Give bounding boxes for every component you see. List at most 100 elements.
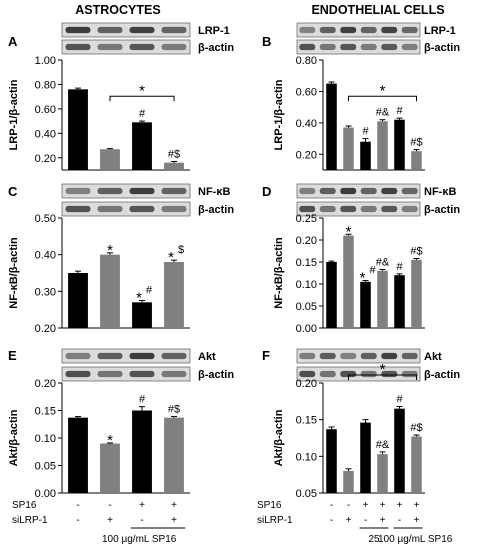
blot-band bbox=[129, 187, 155, 195]
bar bbox=[326, 262, 337, 328]
condition-sign: + bbox=[414, 500, 420, 511]
blot-band bbox=[97, 370, 123, 378]
condition-sign: + bbox=[397, 500, 403, 511]
blot-strip-1 bbox=[296, 201, 421, 217]
significance-mark: #& bbox=[376, 107, 390, 119]
y-axis-label: Akt/β-actin bbox=[273, 409, 285, 466]
significance-mark: #$ bbox=[410, 137, 422, 149]
blot-label: β-actin bbox=[424, 204, 460, 216]
panel-B: B LRP-1 β-actin 0.20 0.40 0.60 0.80 LRP-1/β-act… bbox=[262, 22, 460, 171]
blot-strip-1 bbox=[61, 39, 191, 55]
condition-sign: + bbox=[107, 515, 113, 526]
blot-band bbox=[65, 43, 91, 51]
blot-strip-0 bbox=[61, 22, 191, 38]
panel-label: B bbox=[262, 34, 271, 49]
condition-sign: + bbox=[346, 515, 352, 526]
y-tick-label: 0.10 bbox=[296, 279, 317, 291]
panel-label: C bbox=[8, 184, 18, 199]
panel-A: A LRP-1 β-actin 0.20 0.40 0.60 0.80 1.00 LRP-1/β… bbox=[8, 22, 234, 171]
blot-band bbox=[161, 370, 187, 378]
blot-band bbox=[340, 26, 357, 34]
blot-band bbox=[381, 205, 398, 213]
blot-band bbox=[401, 370, 418, 378]
significance-star: * bbox=[346, 223, 352, 240]
bar bbox=[343, 127, 354, 170]
blot-band bbox=[340, 205, 357, 213]
condition-sign: - bbox=[76, 500, 79, 511]
blot-label: LRP-1 bbox=[198, 25, 230, 37]
blot-band bbox=[161, 187, 187, 195]
blot-band bbox=[299, 205, 316, 213]
blot-label: β-actin bbox=[198, 204, 234, 216]
significance-mark: #$ bbox=[168, 148, 180, 160]
bar bbox=[326, 83, 337, 170]
y-tick-label: 0.05 bbox=[35, 461, 56, 473]
panel-D: D NF-κB β-actin 0.00 0.05 0.10 0.15 0.20 0.25 NF-… bbox=[262, 183, 460, 335]
blot-strip-1 bbox=[296, 366, 421, 382]
y-axis-label: Akt/β-actin bbox=[8, 409, 20, 466]
bar bbox=[411, 151, 422, 170]
significance-star: * bbox=[107, 242, 113, 259]
bar bbox=[68, 273, 88, 328]
blot-label: Akt bbox=[198, 351, 216, 363]
blot-band bbox=[401, 26, 418, 34]
bar bbox=[100, 149, 120, 170]
significance-star: * bbox=[360, 269, 366, 286]
blot-band bbox=[360, 205, 377, 213]
condition-row-label: siLRP-1 bbox=[12, 515, 48, 526]
bar bbox=[164, 417, 184, 493]
blot-label: β-actin bbox=[424, 369, 460, 381]
y-tick-label: 0.60 bbox=[35, 104, 56, 116]
y-tick-label: 0.80 bbox=[296, 55, 317, 67]
y-axis-label: LRP-1/β-actin bbox=[273, 79, 285, 150]
blot-band bbox=[381, 370, 398, 378]
significance-mark: #& bbox=[376, 256, 390, 268]
significance-bracket bbox=[348, 374, 417, 380]
blot-band bbox=[340, 187, 357, 195]
significance-mark: # bbox=[396, 105, 403, 117]
y-tick-label: 0.25 bbox=[296, 213, 317, 225]
y-tick-label: 0.40 bbox=[35, 128, 56, 140]
blot-band bbox=[161, 26, 187, 34]
dose-label: 100 µg/mL SP16 bbox=[102, 534, 177, 545]
panel-label: E bbox=[8, 348, 17, 363]
blot-label: NF-κB bbox=[198, 186, 230, 198]
condition-row-label: siLRP-1 bbox=[257, 515, 293, 526]
blot-band bbox=[161, 352, 187, 360]
condition-sign: + bbox=[380, 515, 386, 526]
significance-mark: # bbox=[139, 394, 146, 406]
blot-band bbox=[319, 187, 336, 195]
y-tick-label: 0.10 bbox=[35, 433, 56, 445]
bar bbox=[326, 429, 337, 493]
condition-sign: - bbox=[398, 515, 401, 526]
bar bbox=[377, 454, 388, 493]
y-axis-label: NF-κB/β-actin bbox=[8, 237, 20, 309]
blot-strip-0 bbox=[296, 183, 421, 199]
bar bbox=[68, 89, 88, 170]
condition-sign: + bbox=[139, 500, 145, 511]
blot-band bbox=[161, 43, 187, 51]
blot-band bbox=[319, 26, 336, 34]
blot-band bbox=[299, 26, 316, 34]
blot-band bbox=[319, 352, 336, 360]
blot-band bbox=[97, 26, 123, 34]
blot-strip-0 bbox=[296, 348, 421, 364]
blot-band bbox=[129, 43, 155, 51]
bar bbox=[132, 410, 152, 493]
blot-band bbox=[381, 187, 398, 195]
y-tick-label: 0.15 bbox=[35, 406, 56, 418]
bar bbox=[360, 281, 371, 328]
y-tick-label: 0.00 bbox=[296, 323, 317, 335]
blot-band bbox=[65, 187, 91, 195]
condition-sign: - bbox=[108, 500, 111, 511]
y-tick-label: 0.60 bbox=[296, 86, 317, 98]
blot-band bbox=[299, 187, 316, 195]
bar bbox=[132, 302, 152, 328]
significance-star: * bbox=[136, 290, 142, 307]
y-axis-label: NF-κB/β-actin bbox=[273, 237, 285, 309]
blot-label: β-actin bbox=[424, 42, 460, 54]
blot-band bbox=[401, 187, 418, 195]
significance-mark: #$ bbox=[168, 404, 180, 416]
condition-sign: - bbox=[76, 515, 79, 526]
